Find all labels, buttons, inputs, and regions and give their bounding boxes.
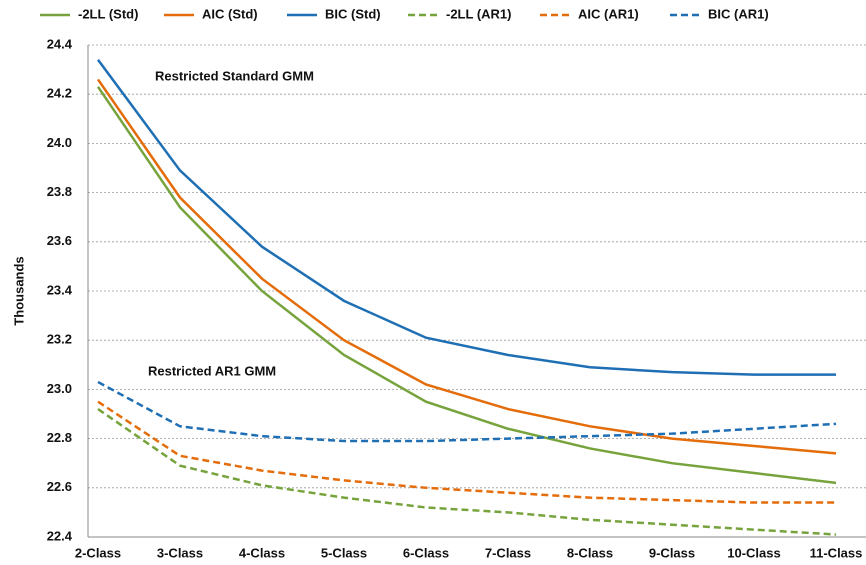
series-line — [96, 86, 837, 485]
x-tick-label: 4-Class — [239, 545, 285, 560]
legend-label: AIC (Std) — [202, 6, 258, 21]
y-tick-label: 24.4 — [47, 36, 73, 51]
x-tick-label: 10-Class — [727, 545, 780, 560]
legend-label: -2LL (AR1) — [446, 6, 511, 21]
y-tick-label: 22.8 — [47, 430, 72, 445]
y-tick-label: 23.0 — [47, 381, 72, 396]
y-axis-label: Thousands — [11, 256, 26, 325]
x-tick-label: 8-Class — [567, 545, 613, 560]
series-line — [97, 408, 837, 536]
y-tick-label: 23.4 — [47, 282, 73, 297]
legend-label: BIC (Std) — [325, 6, 381, 21]
x-tick-label: 7-Class — [485, 545, 531, 560]
legend-label: BIC (AR1) — [708, 6, 769, 21]
annotation: Restricted AR1 GMM — [148, 363, 276, 378]
series-line — [96, 59, 836, 376]
y-tick-label: 23.6 — [47, 233, 72, 248]
annotation: Restricted Standard GMM — [155, 68, 314, 83]
y-tick-label: 24.2 — [47, 86, 72, 101]
legend-label: -2LL (Std) — [78, 6, 138, 21]
series-line — [97, 380, 837, 443]
x-tick-label: 9-Class — [649, 545, 695, 560]
y-tick-label: 24.0 — [47, 135, 72, 150]
y-tick-label: 22.4 — [47, 528, 73, 543]
legend-label: AIC (AR1) — [578, 6, 639, 21]
y-tick-label: 23.8 — [47, 184, 72, 199]
series-line — [97, 400, 836, 504]
x-tick-label: 2-Class — [75, 545, 121, 560]
x-tick-label: 11-Class — [810, 545, 863, 560]
x-tick-label: 6-Class — [403, 545, 449, 560]
y-tick-label: 23.2 — [47, 332, 72, 347]
series-line — [96, 78, 837, 455]
x-tick-label: 3-Class — [157, 545, 203, 560]
x-tick-label: 5-Class — [321, 545, 367, 560]
y-tick-label: 22.6 — [47, 479, 72, 494]
